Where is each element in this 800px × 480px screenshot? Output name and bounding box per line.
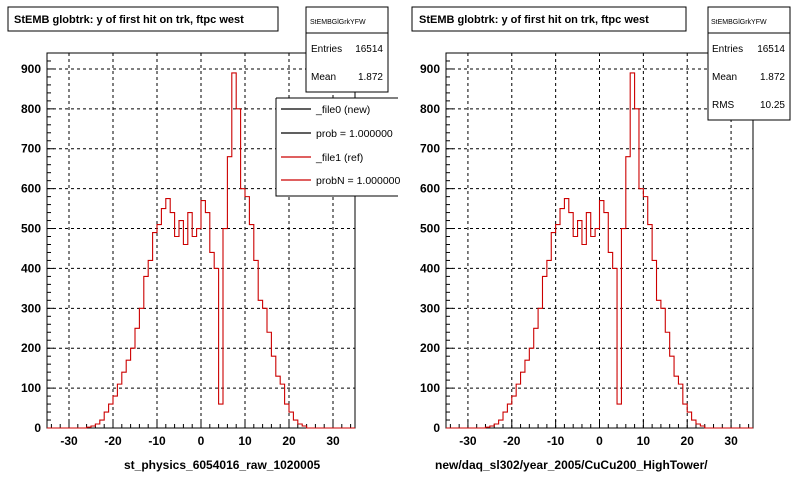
right-ytick-label-6: 600 [420, 182, 440, 196]
left-ytick-label-1: 100 [21, 381, 41, 395]
left-ytick-label-3: 300 [21, 301, 41, 315]
right-stats-mean-value: 1.872 [760, 72, 785, 83]
right-xtick-label-5: 20 [681, 434, 695, 448]
right-ytick-label-8: 800 [420, 102, 440, 116]
right-ytick-label-3: 300 [420, 301, 440, 315]
left-panel: StEMB globtrk: y of first hit on trk, ft… [7, 6, 404, 472]
left-xtick-label-2: -10 [148, 434, 166, 448]
right-x-axis-label: new/daq_sl302/year_2005/CuCu200_HighTowe… [435, 458, 708, 472]
left-ytick-label-5: 500 [21, 222, 41, 236]
right-xtick-label-4: 10 [637, 434, 651, 448]
left-ytick-label-8: 800 [21, 102, 41, 116]
legend-label-probn: probN = 1.000000 [316, 175, 401, 187]
right-xtick-label-1: -20 [503, 434, 521, 448]
left-stats-mean-label: Mean [311, 72, 336, 83]
left-title-box [7, 6, 279, 32]
right-xtick-label-6: 30 [724, 434, 738, 448]
right-stats-entries-label: Entries [712, 44, 743, 55]
right-xtick-label-3: 0 [596, 434, 603, 448]
left-stats-mean-value: 1.872 [358, 72, 383, 83]
right-ytick-label-0: 0 [433, 421, 440, 435]
left-xtick-label-6: 30 [326, 434, 340, 448]
left-ytick-label-9: 900 [21, 62, 41, 76]
legend-label-file0: _file0 (new) [315, 104, 370, 116]
right-histogram-series-0 [446, 72, 753, 429]
right-ytick-label-1: 100 [420, 381, 440, 395]
left-xtick-label-4: 10 [238, 434, 252, 448]
left-xtick-label-3: 0 [198, 434, 205, 448]
right-title-box [411, 6, 687, 32]
right-panel: StEMB globtrk: y of first hit on trk, ft… [411, 6, 791, 472]
left-stats-entries-label: Entries [311, 44, 342, 55]
left-x-axis-label: st_physics_6054016_raw_1020005 [124, 458, 320, 472]
left-xtick-label-0: -30 [60, 434, 78, 448]
right-stats-name: StEMBGlGrkYFW [711, 19, 767, 26]
left-ytick-label-0: 0 [34, 421, 41, 435]
left-stats-box: StEMBGlGrkYFW Entries 16514 Mean 1.872 [305, 6, 389, 93]
left-ytick-label-4: 400 [21, 261, 41, 275]
left-legend: _file0 (new) prob = 1.000000 _file1 (ref… [275, 97, 404, 197]
left-stats-entries-value: 16514 [355, 44, 383, 55]
legend-label-prob: prob = 1.000000 [316, 128, 393, 140]
right-ytick-label-5: 500 [420, 222, 440, 236]
left-xtick-label-1: -20 [104, 434, 122, 448]
right-ytick-label-2: 200 [420, 341, 440, 355]
left-ytick-label-2: 200 [21, 341, 41, 355]
legend-label-file1: _file1 (ref) [315, 152, 363, 164]
right-stats-rms-label: RMS [712, 100, 735, 111]
left-xtick-label-5: 20 [282, 434, 296, 448]
right-stats-mean-label: Mean [712, 72, 737, 83]
left-histogram-series-0 [47, 72, 355, 429]
right-xtick-label-0: -30 [459, 434, 477, 448]
right-stats-entries-value: 16514 [757, 44, 785, 55]
right-plot-area: 0 100 200 300 400 500 600 700 800 900 -30 -20 -10 0 10… [420, 52, 754, 448]
right-ytick-label-9: 900 [420, 62, 440, 76]
left-ytick-label-6: 600 [21, 182, 41, 196]
left-stats-name: StEMBGlGrkYFW [310, 19, 366, 26]
left-title: StEMB globtrk: y of first hit on trk, ft… [14, 14, 244, 26]
right-stats-box: StEMBGlGrkYFW Entries 16514 Mean 1.872 R… [707, 6, 791, 121]
right-ytick-label-7: 700 [420, 142, 440, 156]
right-title: StEMB globtrk: y of first hit on trk, ft… [419, 14, 649, 26]
left-ytick-label-7: 700 [21, 142, 41, 156]
right-ytick-label-4: 400 [420, 261, 440, 275]
right-xtick-label-2: -10 [547, 434, 565, 448]
right-stats-rms-value: 10.25 [760, 100, 785, 111]
